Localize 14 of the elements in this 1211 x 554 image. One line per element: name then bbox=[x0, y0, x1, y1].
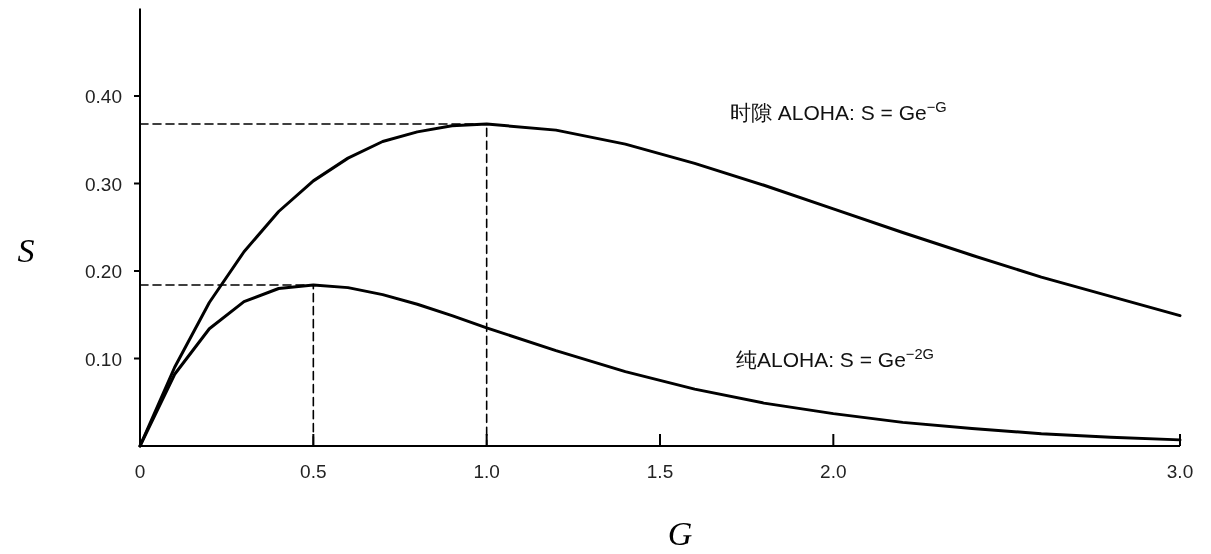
x-tick-label: 1.5 bbox=[646, 461, 674, 482]
x-axis-title: G bbox=[667, 515, 693, 552]
annotation: 纯ALOHA: S = Ge$^{−2G}$ bbox=[736, 346, 934, 371]
y-tick-label: 0.20 bbox=[85, 261, 122, 282]
x-tick-label: 3.0 bbox=[1166, 461, 1194, 482]
x-tick-label: 0.5 bbox=[300, 461, 327, 482]
y-tick-label: 0.30 bbox=[85, 173, 122, 195]
x-tick-label: 1.0 bbox=[473, 461, 500, 482]
x-tick-label: 0 bbox=[134, 461, 146, 482]
x-tick-label: 2.0 bbox=[820, 461, 847, 482]
y-tick-label: 0.10 bbox=[85, 348, 122, 370]
y-axis-title: S bbox=[17, 232, 35, 270]
annotation: 时隙 ALOHA: S = Ge$^{−G}$ bbox=[730, 99, 947, 124]
y-tick-label: 0.40 bbox=[85, 86, 122, 107]
